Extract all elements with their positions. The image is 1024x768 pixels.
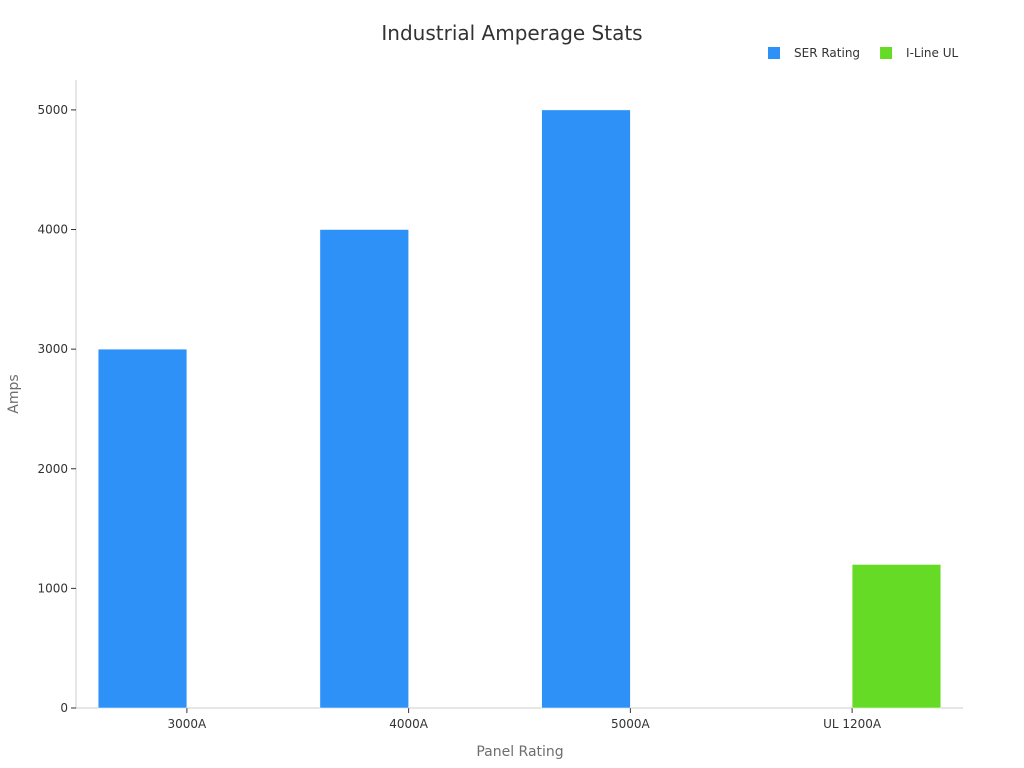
y-tick-label: 5000 bbox=[37, 103, 68, 117]
legend-label-ser-rating: SER Rating bbox=[794, 46, 860, 60]
bars bbox=[97, 109, 942, 709]
x-tick-label: 3000A bbox=[168, 717, 208, 731]
bar-i-line-ul-ul-1200a[interactable] bbox=[851, 564, 942, 709]
y-tick-label: 0 bbox=[60, 701, 68, 715]
y-tick-label: 4000 bbox=[37, 223, 68, 237]
legend-label-i-line-ul: I-Line UL bbox=[906, 46, 958, 60]
y-axis-ticks: 0 1000 2000 3000 4000 5000 bbox=[37, 103, 76, 715]
y-tick-label: 3000 bbox=[37, 342, 68, 356]
bar-ser-rating-4000a[interactable] bbox=[319, 229, 409, 709]
legend: SER Rating I-Line UL bbox=[768, 46, 959, 60]
x-axis-ticks: 3000A 4000A 5000A UL 1200A bbox=[168, 708, 882, 731]
y-tick-label: 2000 bbox=[37, 462, 68, 476]
x-tick-label: UL 1200A bbox=[823, 717, 882, 731]
chart-title: Industrial Amperage Stats bbox=[381, 21, 642, 45]
bar-ser-rating-5000a[interactable] bbox=[541, 109, 631, 709]
y-tick-label: 1000 bbox=[37, 581, 68, 595]
legend-swatch-ser-rating bbox=[768, 47, 780, 59]
x-tick-label: 4000A bbox=[389, 717, 429, 731]
x-axis-label: Panel Rating bbox=[476, 744, 563, 760]
x-tick-label: 5000A bbox=[611, 717, 651, 731]
y-axis-label: Amps bbox=[6, 374, 22, 413]
legend-swatch-i-line-ul bbox=[880, 47, 893, 59]
bar-ser-rating-3000a[interactable] bbox=[97, 348, 188, 709]
